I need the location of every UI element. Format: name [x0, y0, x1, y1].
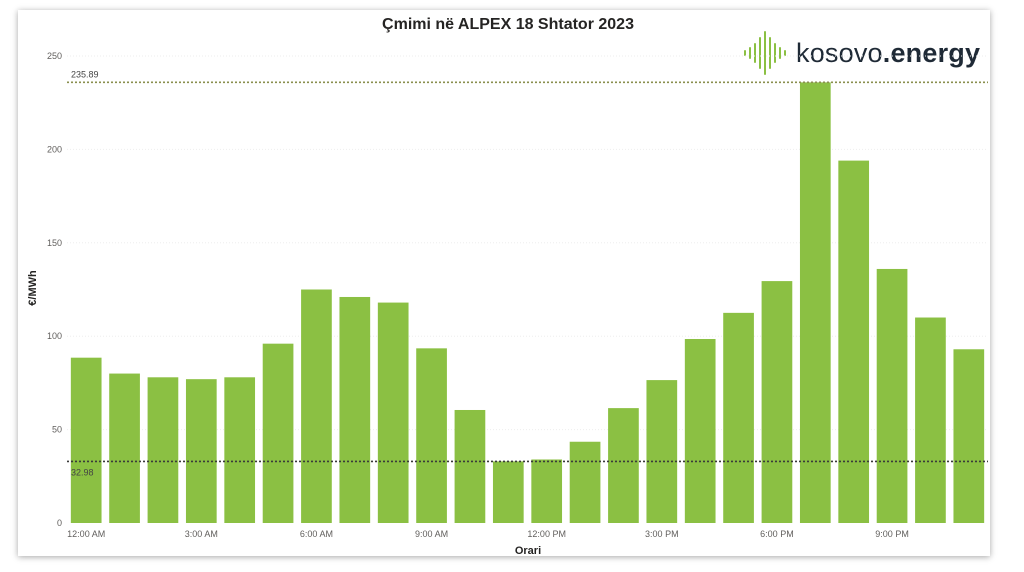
chart-title: Çmimi në ALPEX 18 Shtator 2023 — [382, 16, 634, 33]
bar[interactable] — [454, 409, 486, 523]
y-tick-label: 0 — [57, 518, 62, 528]
bar[interactable] — [109, 373, 140, 523]
bar[interactable] — [569, 441, 601, 523]
x-tick-label: 6:00 PM — [760, 529, 794, 539]
y-tick-label: 200 — [47, 144, 62, 154]
bar[interactable] — [531, 459, 563, 523]
bar[interactable] — [185, 379, 217, 523]
bar[interactable] — [147, 377, 179, 523]
y-tick-label: 150 — [47, 238, 62, 248]
bar[interactable] — [684, 339, 716, 523]
waveform-icon — [744, 31, 786, 75]
y-axis-label: €/MWh — [27, 270, 39, 306]
x-axis-label: Orari — [515, 545, 541, 557]
bar[interactable] — [761, 281, 793, 523]
y-axis-ticks: 0 50 100 150 200 250 — [47, 51, 62, 528]
bar[interactable] — [339, 296, 371, 523]
x-tick-label: 6:00 AM — [300, 529, 333, 539]
x-tick-label: 12:00 PM — [527, 529, 566, 539]
bar[interactable] — [915, 317, 946, 523]
x-axis-ticks: 12:00 AM 3:00 AM 6:00 AM 9:00 AM 12:00 PM 3:0… — [67, 529, 909, 539]
reference-line-label: 235.89 — [71, 69, 99, 79]
y-tick-label: 100 — [47, 331, 62, 341]
bar[interactable] — [262, 343, 294, 523]
bar[interactable] — [608, 408, 639, 523]
x-tick-label: 12:00 AM — [67, 529, 105, 539]
bar[interactable] — [492, 461, 524, 523]
x-tick-label: 3:00 AM — [185, 529, 218, 539]
brand-name: kosovo.energy — [796, 37, 981, 68]
x-tick-label: 9:00 PM — [875, 529, 909, 539]
reference-lines: 235.89 32.98 — [67, 69, 988, 477]
y-tick-label: 250 — [47, 51, 62, 61]
bar[interactable] — [224, 377, 256, 523]
bar[interactable] — [876, 268, 908, 523]
bar[interactable] — [953, 349, 985, 523]
bar[interactable] — [838, 160, 870, 523]
bar[interactable] — [416, 348, 447, 523]
y-tick-label: 50 — [52, 425, 62, 435]
x-tick-label: 9:00 AM — [415, 529, 448, 539]
bar[interactable] — [799, 82, 831, 523]
reference-line-label: 32.98 — [71, 467, 94, 477]
grid-lines — [67, 55, 988, 431]
bar[interactable] — [646, 380, 678, 523]
bar[interactable] — [723, 312, 754, 523]
bar[interactable] — [70, 357, 102, 523]
x-tick-label: 3:00 PM — [645, 529, 679, 539]
bar[interactable] — [377, 302, 409, 523]
bar[interactable] — [301, 289, 332, 524]
bars — [70, 82, 985, 524]
brand-logo: kosovo.energy — [742, 30, 980, 76]
